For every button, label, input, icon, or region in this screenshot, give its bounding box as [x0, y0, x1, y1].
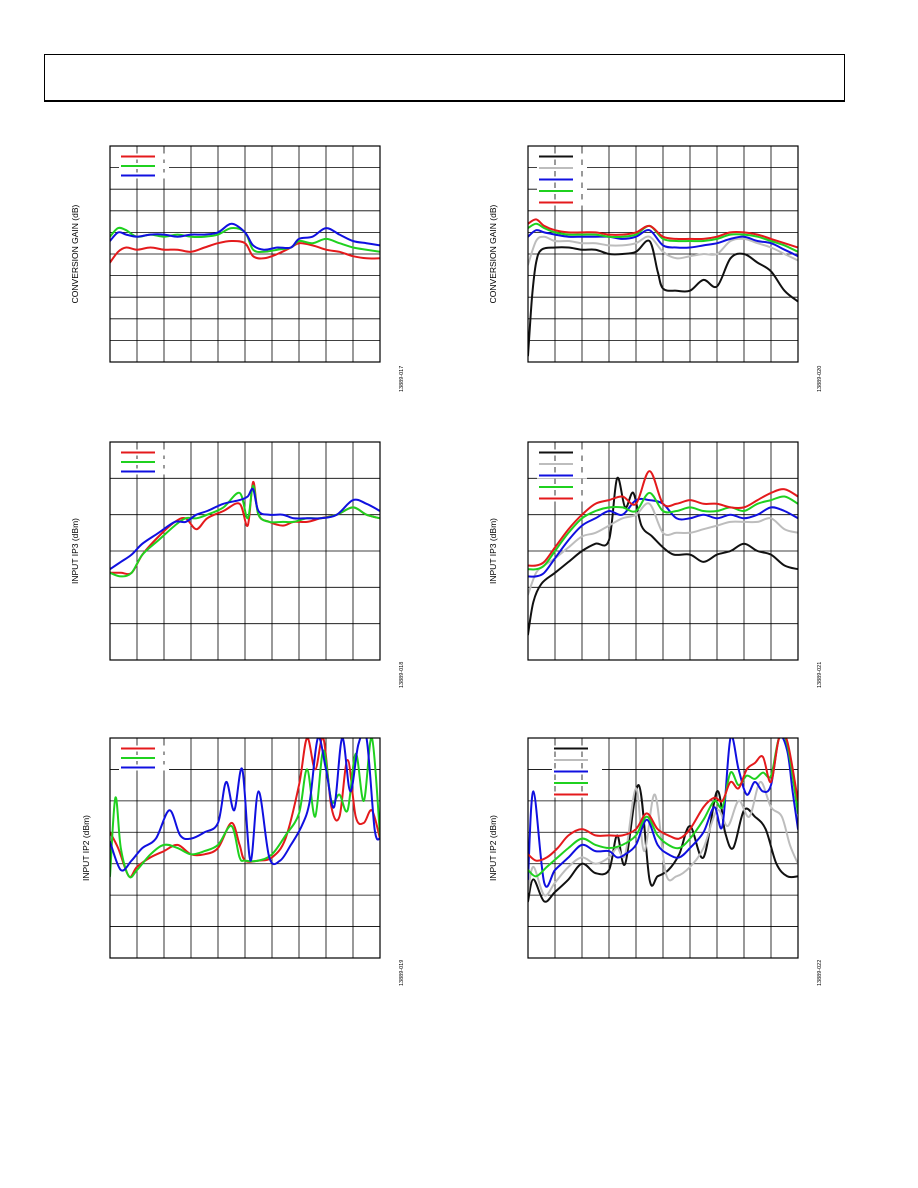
plot-grid [110, 442, 380, 660]
figure-code: 13889-022 [817, 960, 823, 986]
plot-frame [109, 737, 381, 959]
legend [537, 153, 587, 206]
plot-frame [527, 145, 799, 363]
legend [119, 449, 169, 475]
series-line-1 [110, 239, 380, 264]
series-line-4 [528, 491, 798, 571]
y-axis-label: CONVERSION GAIN (dB) [70, 204, 80, 303]
legend [537, 449, 587, 502]
series-group [528, 738, 798, 903]
chart-input-ip2-temp: INPUT IP2 (dBm) 13889-019 [81, 737, 405, 986]
y-axis-label: INPUT IP2 (dBm) [81, 815, 91, 881]
series-line-5 [528, 738, 798, 862]
series-group [110, 738, 380, 879]
series-line-1 [528, 476, 798, 636]
series-line-1 [528, 239, 798, 357]
series-line-2 [110, 738, 380, 879]
series-line-5 [528, 470, 798, 567]
plot-grid [110, 738, 380, 958]
figure-code: 13889-020 [817, 366, 823, 392]
figure-code: 13889-019 [399, 960, 405, 986]
series-line-5 [528, 218, 798, 249]
figure-code: 13889-018 [399, 662, 405, 688]
series-line-2 [528, 235, 798, 266]
plot-frame [109, 145, 381, 363]
series-line-3 [528, 738, 798, 888]
figure-code: 13889-017 [399, 366, 405, 392]
series-line-3 [528, 229, 798, 258]
series-group [528, 470, 798, 636]
legend [552, 745, 602, 798]
y-axis-label: INPUT IP3 (dBm) [70, 518, 80, 584]
chart-conversion-gain-supply: CONVERSION GAIN (dB) 13889-020 [488, 145, 823, 392]
figure-code: 13889-021 [817, 662, 823, 688]
series-line-3 [110, 487, 380, 571]
plot-frame [527, 441, 799, 661]
legend [119, 745, 169, 771]
page-header-box [44, 54, 845, 102]
plot-frame [109, 441, 381, 661]
chart-input-ip3-temp: INPUT IP3 (dBm) 13889-018 [70, 441, 405, 688]
series-group [110, 480, 380, 578]
plot-frame [527, 737, 799, 959]
chart-input-ip2-supply: INPUT IP2 (dBm) 13889-022 [488, 737, 823, 986]
series-group [528, 218, 798, 357]
y-axis-label: CONVERSION GAIN (dB) [488, 204, 498, 303]
series-line-3 [110, 222, 380, 251]
y-axis-label: INPUT IP3 (dBm) [488, 518, 498, 584]
y-axis-label: INPUT IP2 (dBm) [488, 815, 498, 881]
series-line-3 [110, 738, 380, 872]
chart-input-ip3-supply: INPUT IP3 (dBm) 13889-021 [488, 441, 823, 688]
series-group [110, 222, 380, 264]
legend [119, 153, 169, 179]
series-line-2 [528, 502, 798, 596]
series-line-4 [528, 738, 798, 878]
series-line-1 [528, 784, 798, 903]
chart-conversion-gain-temp: CONVERSION GAIN (dB) 13889-017 [70, 145, 405, 392]
